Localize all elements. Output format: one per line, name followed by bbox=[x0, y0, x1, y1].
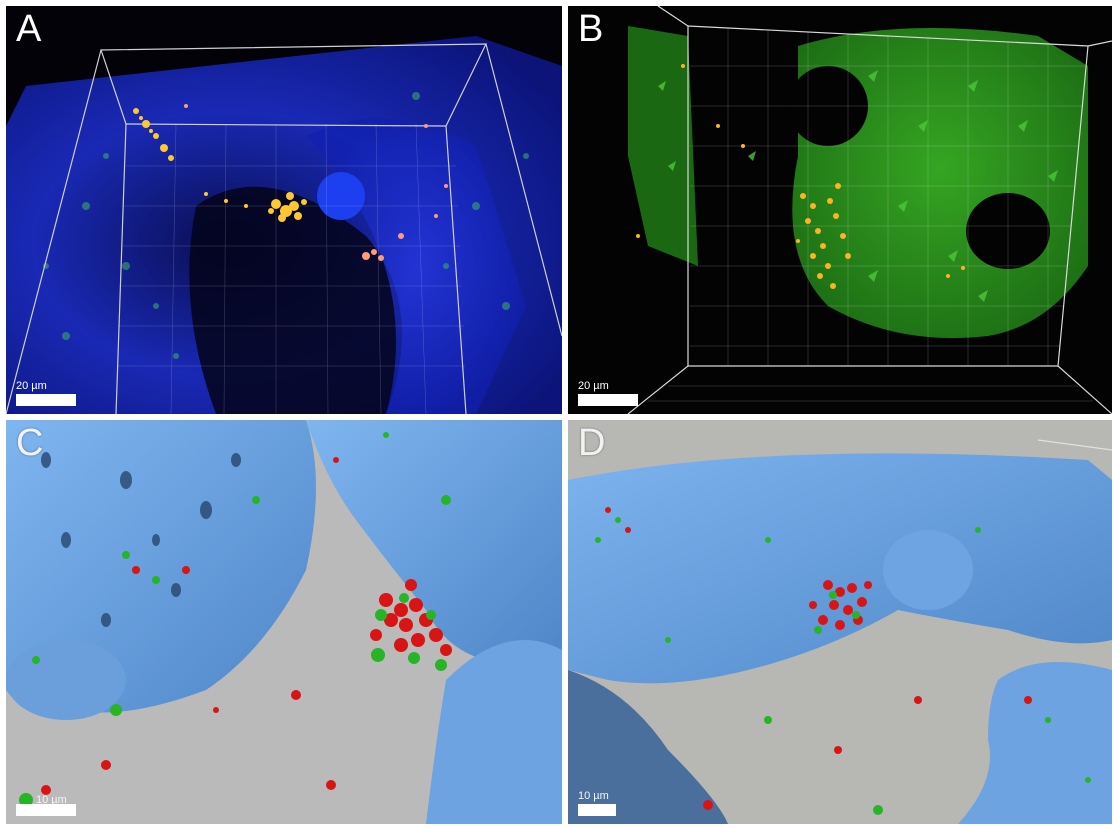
panel-a-scale-bar: 20 µm bbox=[16, 380, 76, 406]
panel-d-scale-text: 10 µm bbox=[578, 790, 609, 802]
panel-d: D 10 µm bbox=[568, 420, 1112, 824]
panel-b-label: B bbox=[578, 8, 604, 50]
panel-b-scale-bar: 20 µm bbox=[578, 380, 638, 406]
panel-d-label: D bbox=[578, 422, 606, 464]
panel-a: A 20 µm bbox=[6, 6, 562, 414]
panel-d-image bbox=[568, 420, 1112, 824]
panel-b-image bbox=[568, 6, 1112, 414]
panel-a-image bbox=[6, 6, 562, 414]
panel-c-scale-text: 10 µm bbox=[36, 794, 67, 806]
panel-c-scale-bar: 10 µm bbox=[16, 794, 76, 816]
panel-b-scale-text: 20 µm bbox=[578, 380, 609, 392]
panel-c-label: C bbox=[16, 422, 44, 464]
panel-c: C 10 µm bbox=[6, 420, 562, 824]
panel-a-label: A bbox=[16, 8, 42, 50]
panel-b: B 20 µm bbox=[568, 6, 1112, 414]
panel-d-scale-bar: 10 µm bbox=[578, 790, 616, 816]
panel-a-scale-text: 20 µm bbox=[16, 380, 47, 392]
panel-c-image bbox=[6, 420, 562, 824]
